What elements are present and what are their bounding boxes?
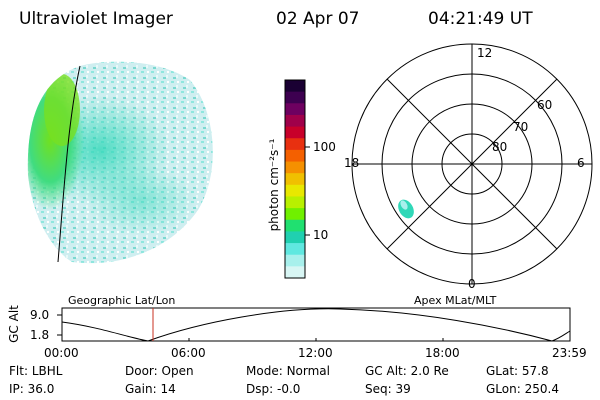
altitude-curve — [61, 308, 571, 342]
timeline-right-label: Apex MLat/MLT — [414, 294, 497, 307]
colorbar-segment — [285, 138, 305, 151]
instrument-title: Ultraviolet Imager — [19, 9, 173, 29]
door-readout: Door: Open — [125, 364, 194, 378]
timeline-ytick-label-1-8: 1.8 — [30, 328, 50, 342]
seq-label: Seq: — [365, 382, 392, 396]
polar-plot — [351, 43, 593, 285]
timeline-xtick-2359: 23:59 — [552, 346, 587, 360]
timeline-xtick-1200: 12:00 — [298, 346, 333, 360]
mlt-label-18: 18 — [344, 156, 360, 170]
mode-value: Normal — [286, 364, 330, 378]
ip-label: IP: — [9, 382, 24, 396]
dsp-value: -0.0 — [276, 382, 301, 396]
seq-readout: Seq: 39 — [365, 382, 411, 396]
timeline-xtick-0600: 06:00 — [171, 346, 206, 360]
glon-readout: GLon: 250.4 — [486, 382, 559, 396]
timeline-y-axis-label: GC Alt — [7, 305, 21, 343]
mlt-label-0: 0 — [468, 277, 476, 291]
mode-readout: Mode: Normal — [246, 364, 330, 378]
timeline-left-label: Geographic Lat/Lon — [68, 294, 176, 307]
colorbar-segment — [285, 254, 305, 267]
colorbar-segment — [285, 173, 305, 186]
colorbar — [284, 79, 306, 279]
uv-earth-image — [27, 61, 213, 264]
polar-diagonal-2 — [386, 78, 558, 250]
polar-auroral-patch — [398, 199, 414, 219]
timeline-xtick-0000: 00:00 — [44, 346, 79, 360]
colorbar-unit-label: photon cm⁻²s⁻¹ — [267, 138, 281, 232]
gcalt-label: GC Alt: — [365, 364, 407, 378]
flt-value: LBHL — [31, 364, 63, 378]
colorbar-segment — [285, 208, 305, 221]
mode-label: Mode: — [246, 364, 283, 378]
gain-value: 14 — [160, 382, 176, 396]
colorbar-segment — [285, 161, 305, 174]
lat-label-60: 60 — [537, 98, 553, 112]
ip-readout: IP: 36.0 — [9, 382, 54, 396]
glat-readout: GLat: 57.8 — [486, 364, 549, 378]
timeline-frame — [61, 307, 571, 342]
gain-label: Gain: — [125, 382, 157, 396]
colorbar-tick-label-100: 100 — [313, 140, 336, 154]
lat-label-80: 80 — [492, 140, 508, 154]
gcalt-value: 2.0 Re — [410, 364, 449, 378]
mlt-label-12: 12 — [477, 46, 493, 60]
colorbar-segment — [285, 114, 305, 128]
timeline-xtick-1800: 18:00 — [425, 346, 460, 360]
lat-label-70: 70 — [513, 120, 529, 134]
glat-value: 57.8 — [521, 364, 549, 378]
glat-label: GLat: — [486, 364, 519, 378]
date-label: 02 Apr 07 — [276, 9, 360, 29]
colorbar-segment — [285, 103, 305, 116]
timeline-plot — [57, 307, 571, 342]
colorbar-segment — [285, 219, 305, 233]
colorbar-segment — [285, 196, 305, 209]
flt-label: Flt: — [9, 364, 28, 378]
glon-value: 250.4 — [524, 382, 559, 396]
colorbar-segment — [285, 126, 305, 139]
colorbar-segment — [285, 266, 305, 279]
dsp-readout: Dsp: -0.0 — [246, 382, 300, 396]
gain-readout: Gain: 14 — [125, 382, 176, 396]
colorbar-segment — [285, 184, 305, 198]
timeline-ytick-label-9: 9.0 — [30, 308, 50, 322]
colorbar-segment — [285, 231, 305, 244]
mlt-label-6: 6 — [577, 156, 585, 170]
terminator-line — [57, 65, 81, 263]
glon-label: GLon: — [486, 382, 521, 396]
door-label: Door: — [125, 364, 158, 378]
ip-value: 36.0 — [27, 382, 55, 396]
colorbar-segment — [285, 149, 305, 163]
time-label: 04:21:49 UT — [428, 9, 533, 29]
colorbar-frame — [284, 79, 306, 279]
colorbar-segment — [285, 243, 305, 256]
colorbar-tick-label-10: 10 — [313, 228, 329, 242]
dsp-label: Dsp: — [246, 382, 274, 396]
door-value: Open — [161, 364, 194, 378]
gcalt-readout: GC Alt: 2.0 Re — [365, 364, 449, 378]
colorbar-segment — [285, 91, 305, 104]
colorbar-segment — [285, 80, 305, 93]
seq-value: 39 — [395, 382, 411, 396]
flt-readout: Flt: LBHL — [9, 364, 62, 378]
